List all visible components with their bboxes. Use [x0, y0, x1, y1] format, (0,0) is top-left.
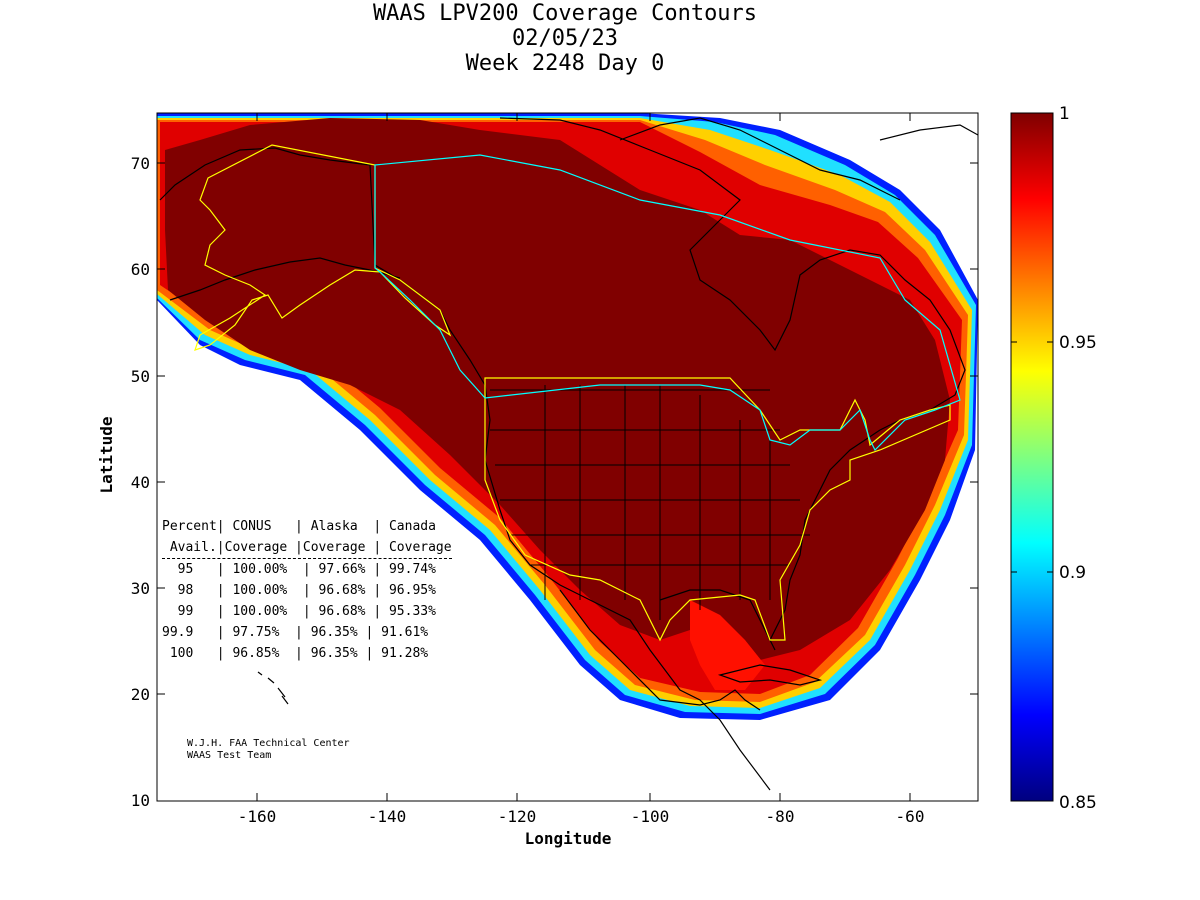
- stats-header-1: Percent| CONUS | Alaska | Canada: [162, 519, 436, 534]
- x-axis-label: Longitude: [525, 829, 612, 848]
- conus-boundary: [484, 377, 951, 642]
- colorbar: 1 0.95 0.9 0.85: [1010, 104, 1097, 813]
- coastlines: [159, 117, 978, 791]
- colorbar-gradient: [1010, 112, 1054, 802]
- x-tick-label: -60: [896, 807, 925, 826]
- stats-row: 99.9 | 97.75% | 96.35% | 91.61%: [162, 625, 429, 640]
- credit-line-2: WAAS Test Team: [187, 750, 272, 761]
- coastline-greenland: [879, 124, 978, 141]
- x-tick-label: -80: [766, 807, 795, 826]
- coastline-alaska-south: [169, 257, 401, 301]
- chart-title: WAAS LPV200 Coverage Contours 02/05/23 W…: [0, 0, 1130, 76]
- colorbar-tick-label: 0.85: [1059, 793, 1097, 813]
- credit-text: W.J.H. FAA Technical Center WAAS Test Te…: [187, 738, 350, 762]
- y-tick-label: 50: [131, 367, 150, 386]
- contour-gulf-red: [690, 600, 765, 690]
- y-tick-label: 30: [131, 579, 150, 598]
- state-grid: [490, 385, 810, 620]
- title-line-3: Week 2248 Day 0: [465, 51, 665, 76]
- y-tick-label: 60: [131, 260, 150, 279]
- coastline-mexico: [559, 589, 761, 711]
- coastline-cuba: [717, 664, 823, 686]
- colorbar-tick-label: 1: [1059, 104, 1070, 124]
- y-axis-label: Latitude: [97, 416, 116, 493]
- coverage-stats-table: Percent| CONUS | Alaska | Canada Avail.|…: [162, 516, 452, 664]
- canada-boundary: [374, 154, 961, 452]
- stats-header-2: Avail.|Coverage |Coverage | Coverage: [162, 537, 452, 559]
- stats-row: 98 | 100.00% | 96.68% | 96.95%: [162, 583, 436, 598]
- colorbar-tick-label: 0.9: [1059, 563, 1086, 583]
- x-tick-label: -140: [368, 807, 407, 826]
- title-line-1: WAAS LPV200 Coverage Contours: [372, 1, 758, 26]
- coastline-east: [499, 117, 966, 641]
- colorbar-tick-label: 0.95: [1059, 333, 1097, 353]
- stats-row: 95 | 100.00% | 97.66% | 99.74%: [162, 562, 436, 577]
- y-tick-label: 20: [131, 685, 150, 704]
- x-tick-label: -160: [238, 807, 277, 826]
- y-tick-label: 40: [131, 473, 150, 492]
- stats-row: 100 | 96.85% | 96.35% | 91.28%: [162, 646, 429, 661]
- x-tick-label: -120: [498, 807, 537, 826]
- stats-row: 99 | 100.00% | 96.68% | 95.33%: [162, 604, 436, 619]
- x-axis: [256, 113, 911, 801]
- x-tick-label: -100: [631, 807, 670, 826]
- contour-full: [165, 118, 950, 660]
- y-axis: [157, 162, 978, 695]
- credit-line-1: W.J.H. FAA Technical Center: [187, 738, 350, 749]
- coastline-arctic-islands: [619, 117, 901, 201]
- plot-frame: [156, 112, 979, 802]
- y-tick-label: 70: [131, 154, 150, 173]
- alaska-boundary: [194, 144, 452, 351]
- y-tick-label: 10: [131, 791, 150, 810]
- coverage-contours: [157, 113, 978, 720]
- title-line-2: 02/05/23: [512, 26, 618, 51]
- coastline-west: [159, 147, 771, 791]
- service-boundaries: [194, 144, 961, 642]
- hawaii-islands: [257, 671, 289, 705]
